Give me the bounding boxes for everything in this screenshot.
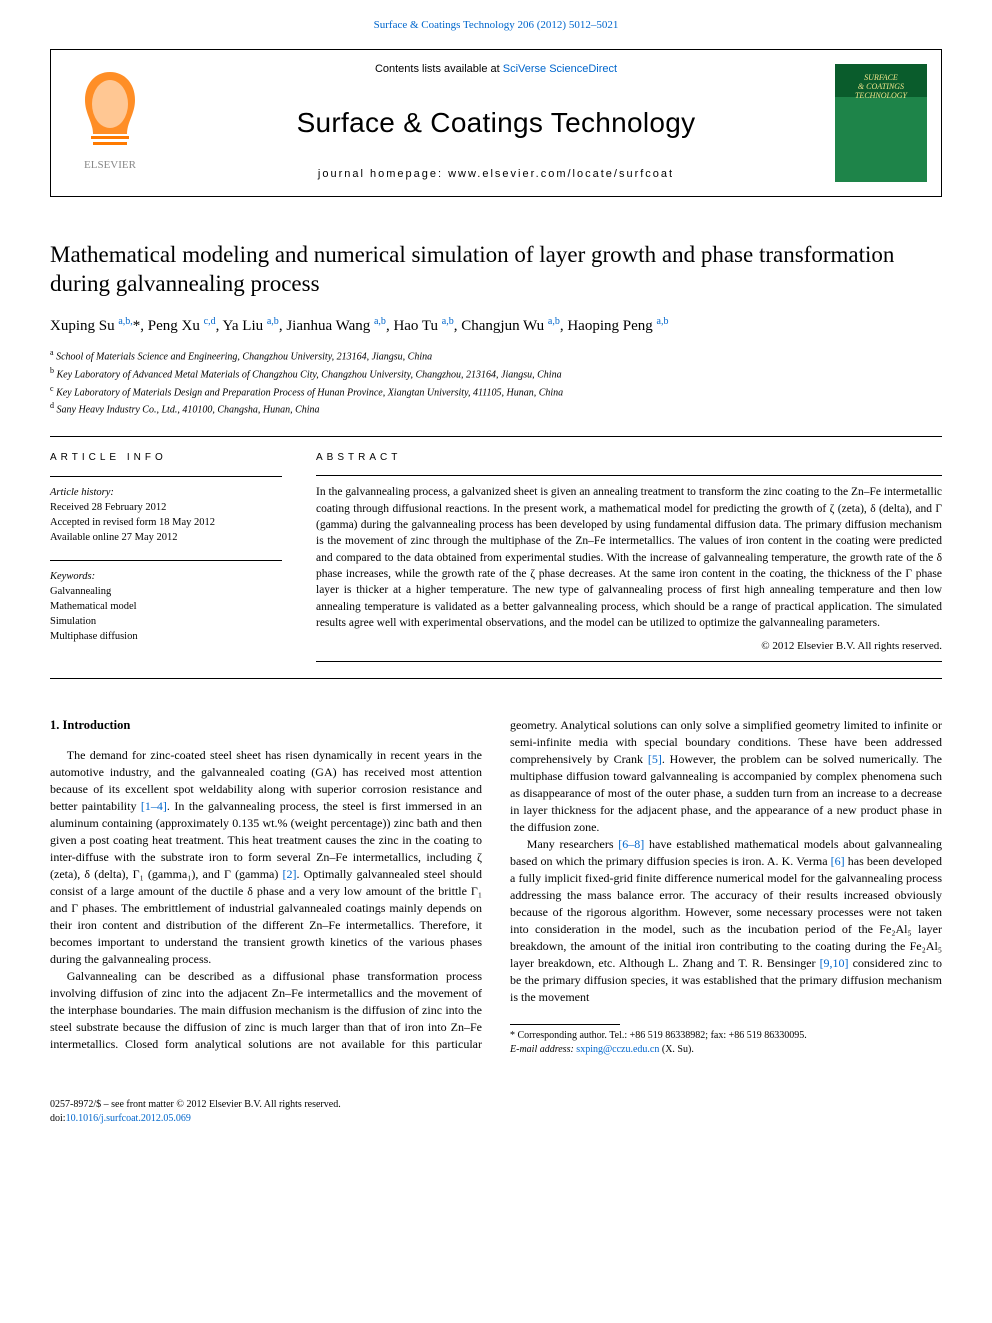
- article-body: 1. Introduction The demand for zinc-coat…: [50, 717, 942, 1057]
- keyword: Multiphase diffusion: [50, 629, 282, 644]
- contents-prefix: Contents lists available at: [375, 63, 503, 75]
- journal-cover-thumbnail: SURFACE & COATINGS TECHNOLOGY: [835, 64, 927, 182]
- article-info-head: ARTICLE INFO: [50, 451, 282, 466]
- article-info-column: ARTICLE INFO Article history: Received 2…: [50, 451, 282, 662]
- paragraph: Many researchers [6–8] have established …: [510, 836, 942, 1006]
- keywords-head: Keywords:: [50, 569, 282, 584]
- homepage-label: journal homepage:: [318, 168, 448, 180]
- abstract-head: ABSTRACT: [316, 451, 942, 465]
- history-head: Article history:: [50, 485, 282, 500]
- page-footer: 0257-8972/$ – see front matter © 2012 El…: [0, 1086, 992, 1155]
- history-online: Available online 27 May 2012: [50, 530, 282, 545]
- abstract-text: In the galvannealing process, a galvaniz…: [316, 484, 942, 631]
- divider: [50, 678, 942, 679]
- email-note: E-mail address: sxping@cczu.edu.cn (X. S…: [510, 1043, 942, 1057]
- cover-line-3: TECHNOLOGY: [855, 92, 907, 101]
- ref-link[interactable]: [9,10]: [820, 956, 849, 970]
- ref-link[interactable]: [2]: [283, 867, 297, 881]
- doi-line: doi:10.1016/j.surfcoat.2012.05.069: [50, 1112, 942, 1126]
- doi-link[interactable]: 10.1016/j.surfcoat.2012.05.069: [66, 1113, 191, 1124]
- paragraph: The demand for zinc-coated steel sheet h…: [50, 747, 482, 968]
- journal-header: ELSEVIER Contents lists available at Sci…: [50, 49, 942, 197]
- ref-link[interactable]: [6–8]: [618, 837, 644, 851]
- homepage-line: journal homepage: www.elsevier.com/locat…: [318, 167, 674, 182]
- ref-link[interactable]: [1–4]: [141, 799, 167, 813]
- ref-link[interactable]: [6]: [831, 854, 845, 868]
- homepage-url[interactable]: www.elsevier.com/locate/surfcoat: [448, 168, 674, 180]
- citation-link[interactable]: Surface & Coatings Technology 206 (2012)…: [374, 19, 619, 31]
- abstract-copyright: © 2012 Elsevier B.V. All rights reserved…: [316, 639, 942, 655]
- author-list: Xuping Su a,b,*, Peng Xu c,d, Ya Liu a,b…: [50, 315, 942, 337]
- journal-name: Surface & Coatings Technology: [297, 103, 696, 142]
- section-heading: 1. Introduction: [50, 717, 482, 735]
- history-accepted: Accepted in revised form 18 May 2012: [50, 515, 282, 530]
- email-link[interactable]: sxping@cczu.edu.cn: [576, 1044, 659, 1055]
- svg-text:ELSEVIER: ELSEVIER: [84, 159, 137, 171]
- front-matter-line: 0257-8972/$ – see front matter © 2012 El…: [50, 1098, 942, 1112]
- journal-citation: Surface & Coatings Technology 206 (2012)…: [0, 0, 992, 41]
- history-received: Received 28 February 2012: [50, 500, 282, 515]
- sciencedirect-link[interactable]: SciVerse ScienceDirect: [503, 63, 617, 75]
- contents-line: Contents lists available at SciVerse Sci…: [375, 62, 617, 77]
- abstract-column: ABSTRACT In the galvannealing process, a…: [316, 451, 942, 662]
- ref-link[interactable]: [5]: [648, 752, 662, 766]
- elsevier-logo: ELSEVIER: [65, 64, 155, 182]
- keyword: Simulation: [50, 614, 282, 629]
- corresponding-author-note: * Corresponding author. Tel.: +86 519 86…: [510, 1029, 942, 1043]
- footnote-separator: [510, 1024, 620, 1025]
- affiliations: a School of Materials Science and Engine…: [50, 347, 942, 418]
- article-title: Mathematical modeling and numerical simu…: [50, 241, 942, 299]
- keyword: Mathematical model: [50, 599, 282, 614]
- keyword: Galvannealing: [50, 584, 282, 599]
